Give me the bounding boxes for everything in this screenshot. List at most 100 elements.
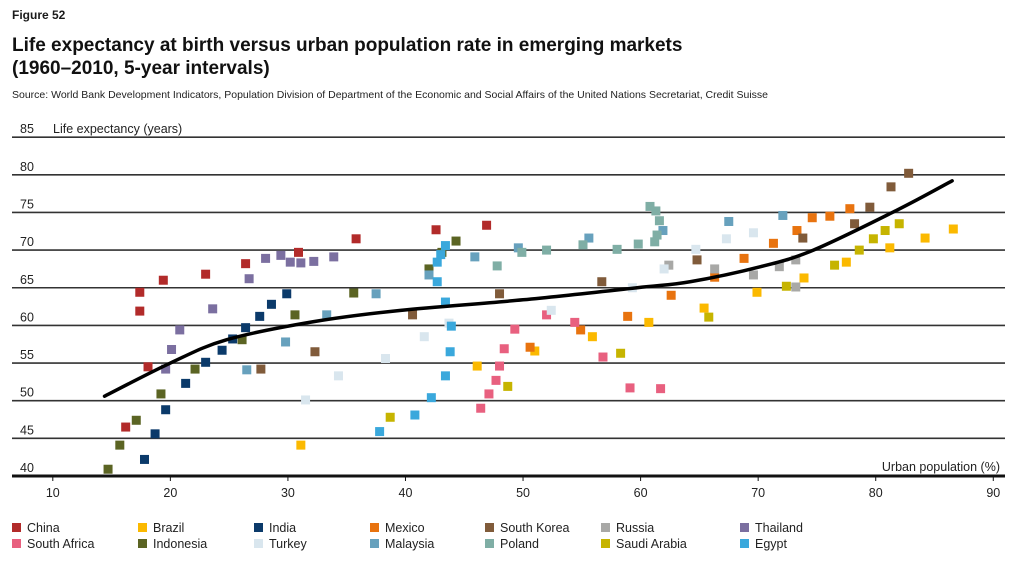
point-russia bbox=[748, 270, 758, 280]
point-south-africa bbox=[491, 375, 501, 385]
point-india bbox=[282, 289, 292, 299]
point-turkey bbox=[546, 305, 556, 315]
point-egypt bbox=[440, 241, 450, 251]
point-indonesia bbox=[103, 464, 113, 474]
point-egypt bbox=[440, 371, 450, 381]
point-mexico bbox=[525, 342, 535, 352]
point-mexico bbox=[576, 325, 586, 335]
point-indonesia bbox=[237, 335, 247, 345]
point-china bbox=[294, 247, 304, 257]
legend-label-south-korea: South Korea bbox=[500, 521, 570, 535]
point-south-korea bbox=[865, 202, 875, 212]
point-thailand bbox=[329, 252, 339, 262]
point-brazil bbox=[644, 317, 654, 327]
legend-swatch-mexico bbox=[370, 523, 379, 532]
point-thailand bbox=[208, 304, 218, 314]
y-tick-label: 65 bbox=[20, 273, 34, 287]
x-axis-label: Urban population (%) bbox=[882, 460, 1000, 474]
point-mexico bbox=[623, 311, 633, 321]
point-mexico bbox=[845, 204, 855, 214]
legend-swatch-russia bbox=[601, 523, 610, 532]
point-south-africa bbox=[570, 317, 580, 327]
legend-label-indonesia: Indonesia bbox=[153, 537, 207, 551]
point-brazil bbox=[799, 273, 809, 283]
point-poland bbox=[650, 237, 660, 247]
point-egypt bbox=[410, 410, 420, 420]
point-poland bbox=[542, 245, 552, 255]
point-poland bbox=[645, 201, 655, 211]
point-brazil bbox=[885, 243, 895, 253]
point-poland bbox=[517, 247, 527, 257]
point-poland bbox=[612, 244, 622, 254]
y-tick-label: 50 bbox=[20, 386, 34, 400]
point-egypt bbox=[426, 393, 436, 403]
point-south-korea bbox=[850, 219, 860, 229]
point-thailand bbox=[309, 256, 319, 266]
point-indonesia bbox=[424, 264, 434, 274]
point-south-korea bbox=[597, 277, 607, 287]
point-china bbox=[121, 422, 131, 432]
point-china bbox=[431, 225, 441, 235]
x-tick-label: 60 bbox=[634, 486, 648, 500]
point-mexico bbox=[792, 226, 802, 236]
x-tick-label: 70 bbox=[751, 486, 765, 500]
point-malaysia bbox=[371, 289, 381, 299]
point-south-korea bbox=[256, 364, 266, 374]
point-china bbox=[135, 287, 145, 297]
point-turkey bbox=[419, 332, 429, 342]
point-malaysia bbox=[778, 210, 788, 220]
point-indonesia bbox=[156, 389, 166, 399]
legend-label-turkey: Turkey bbox=[269, 537, 307, 551]
point-south-korea bbox=[692, 255, 702, 265]
point-brazil bbox=[530, 346, 540, 356]
legend-label-india: India bbox=[269, 521, 296, 535]
point-china bbox=[351, 234, 361, 244]
point-malaysia bbox=[242, 365, 252, 375]
point-indonesia bbox=[131, 415, 141, 425]
point-south-korea bbox=[886, 182, 896, 192]
point-india bbox=[217, 345, 227, 355]
legend-label-poland: Poland bbox=[500, 537, 539, 551]
legend-swatch-saudi-arabia bbox=[601, 539, 610, 548]
point-thailand bbox=[244, 274, 254, 284]
y-tick-label: 80 bbox=[20, 160, 34, 174]
point-india bbox=[241, 323, 251, 333]
point-mexico bbox=[666, 290, 676, 300]
x-tick-label: 40 bbox=[399, 486, 413, 500]
point-south-africa bbox=[510, 324, 520, 334]
point-south-africa bbox=[484, 389, 494, 399]
point-thailand bbox=[167, 344, 177, 354]
point-south-korea bbox=[904, 168, 914, 178]
y-axis-label: Life expectancy (years) bbox=[53, 122, 182, 136]
point-turkey bbox=[301, 395, 311, 405]
point-egypt bbox=[440, 297, 450, 307]
legend-label-mexico: Mexico bbox=[385, 521, 425, 535]
point-brazil bbox=[472, 361, 482, 371]
point-brazil bbox=[752, 287, 762, 297]
trend-line bbox=[102, 179, 954, 398]
legend-swatch-turkey bbox=[254, 539, 263, 548]
legend-swatch-south-africa bbox=[12, 539, 21, 548]
point-china bbox=[201, 269, 211, 279]
point-mexico bbox=[807, 213, 817, 223]
point-indonesia bbox=[115, 440, 125, 450]
y-tick-label: 70 bbox=[20, 235, 34, 249]
point-indonesia bbox=[349, 288, 359, 298]
point-indonesia bbox=[290, 310, 300, 320]
legend-label-malaysia: Malaysia bbox=[385, 537, 434, 551]
point-india bbox=[201, 357, 211, 367]
chart-title-line-2: (1960–2010, 5-year intervals) bbox=[12, 58, 270, 79]
point-brazil bbox=[920, 233, 930, 243]
point-india bbox=[139, 454, 149, 464]
legend-swatch-thailand bbox=[740, 523, 749, 532]
point-malaysia bbox=[424, 270, 434, 280]
point-malaysia bbox=[513, 243, 523, 253]
point-russia bbox=[791, 282, 801, 292]
point-south-africa bbox=[625, 383, 635, 393]
point-saudi-arabia bbox=[868, 234, 878, 244]
y-tick-label: 55 bbox=[20, 348, 34, 362]
point-malaysia bbox=[724, 216, 734, 226]
point-south-africa bbox=[598, 352, 608, 362]
point-china bbox=[143, 362, 153, 372]
point-brazil bbox=[296, 440, 306, 450]
